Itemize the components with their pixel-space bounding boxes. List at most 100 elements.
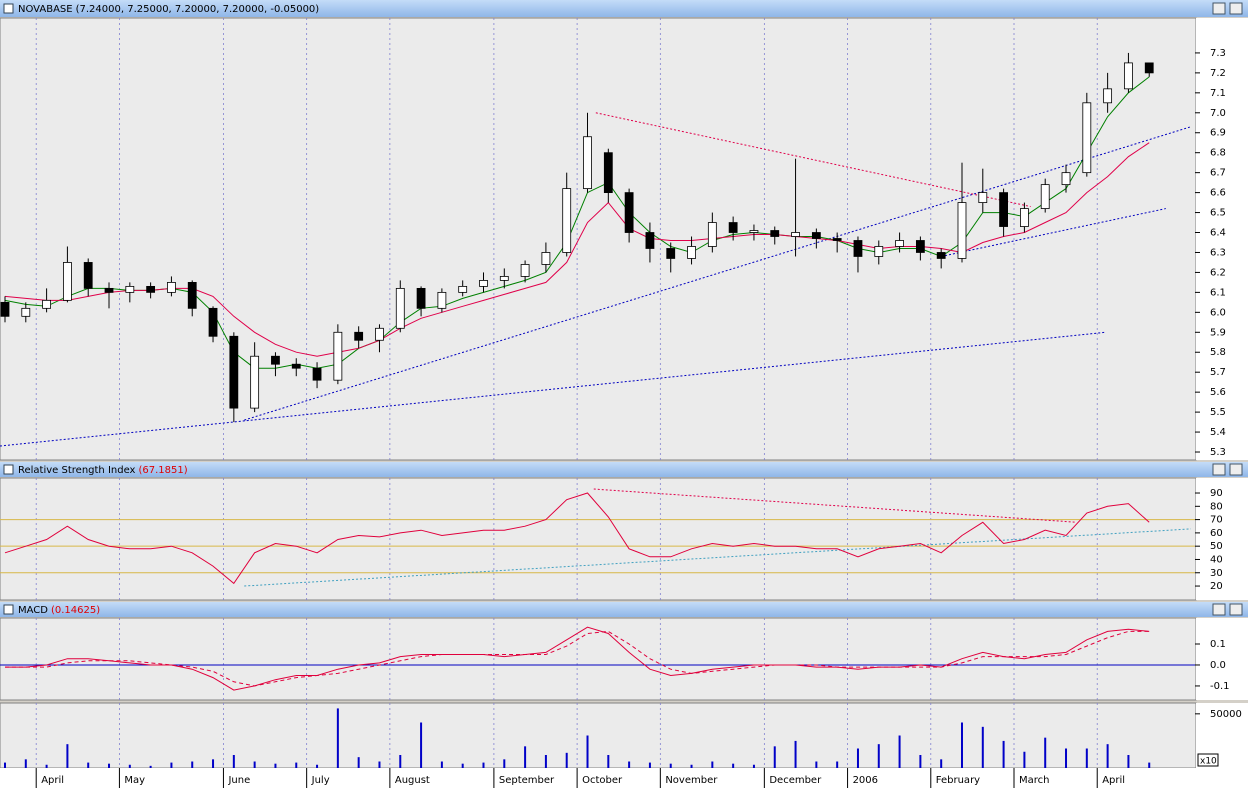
volume-bar — [856, 748, 859, 768]
volume-bar — [524, 746, 527, 768]
candle-body — [63, 262, 72, 301]
trend-line — [0, 331, 1106, 447]
volume-bar — [295, 762, 298, 768]
macd-panel — [0, 617, 1197, 701]
candle-body — [291, 363, 301, 369]
candle-body — [250, 355, 260, 409]
macd-title-value: (0.14625) — [51, 605, 100, 616]
y-tick-label: 0.0 — [1210, 660, 1226, 671]
y-tick-label: 60 — [1210, 528, 1223, 539]
candle-body — [707, 222, 717, 247]
rsi-title-value: (67.1851) — [138, 465, 187, 476]
close-button[interactable] — [1229, 463, 1243, 476]
y-tick-label: -0.1 — [1210, 681, 1230, 692]
rsi-title: Relative Strength Index — [18, 465, 136, 476]
volume-bar — [45, 764, 48, 768]
candle-body — [666, 248, 676, 259]
candle-body — [479, 280, 488, 287]
candle-body — [978, 192, 988, 203]
volume-bar — [128, 764, 131, 768]
price-panel — [0, 17, 1197, 461]
volume-bar — [565, 752, 568, 768]
x-tick-label: April — [1102, 775, 1125, 786]
volume-bar — [690, 764, 693, 768]
candle-body — [811, 232, 821, 239]
macd-line — [5, 630, 1150, 687]
y-tick-label: 6.7 — [1210, 168, 1226, 179]
candle-body — [21, 307, 31, 317]
candle-body — [271, 355, 280, 365]
volume-bar — [87, 762, 90, 768]
x-tick-label: November — [665, 775, 718, 786]
y-tick-label: 6.0 — [1210, 307, 1226, 318]
volume-bar — [191, 761, 194, 768]
y-tick-label: 0.1 — [1210, 639, 1226, 650]
volume-bar — [1023, 751, 1026, 768]
x-tick-label: 2006 — [853, 775, 878, 786]
y-tick-label: 7.0 — [1210, 108, 1226, 119]
rsi-axis-bg — [1196, 478, 1248, 600]
x-tick-label: February — [936, 775, 980, 786]
price-title: NOVABASE — [18, 4, 73, 15]
x-tick-label: October — [582, 775, 623, 786]
candle-body — [895, 240, 904, 247]
volume-bar — [898, 735, 901, 768]
y-tick-label: 5.9 — [1210, 327, 1226, 338]
volume-bar — [607, 755, 610, 768]
volume-bar — [253, 761, 256, 768]
title-bar: Relative Strength Index (67.1851) — [0, 462, 1248, 477]
volume-bar — [815, 761, 818, 768]
candle-body — [603, 152, 613, 194]
title-bar-bg — [0, 602, 1248, 617]
y-tick-label: 7.1 — [1210, 88, 1226, 99]
volume-bar — [66, 744, 69, 768]
title-bar-bg — [0, 0, 1248, 17]
y-tick-label: 5.8 — [1210, 347, 1226, 358]
volume-bar — [149, 765, 152, 768]
candle-body — [104, 287, 114, 293]
x-tick-label: December — [769, 775, 822, 786]
volume-bar — [440, 761, 443, 768]
candle-body — [770, 230, 780, 237]
volume-bar — [108, 763, 111, 768]
y-tick-label: 5.5 — [1210, 407, 1226, 418]
volume-bar — [336, 708, 339, 768]
volume-bar — [24, 759, 27, 768]
volume-bar — [1106, 744, 1109, 768]
candle-body — [1020, 208, 1029, 227]
candle-body — [687, 246, 696, 259]
close-button[interactable] — [1229, 603, 1243, 616]
minimize-button[interactable] — [1212, 603, 1226, 616]
y-tick-label: 90 — [1210, 488, 1223, 499]
volume-bar — [232, 755, 235, 768]
minimize-button[interactable] — [1212, 463, 1226, 476]
volume-bar — [732, 763, 735, 768]
trend-line — [593, 488, 1077, 523]
candle-body — [624, 192, 634, 233]
y-tick-label: 6.5 — [1210, 208, 1226, 219]
x-tick-label: March — [1019, 775, 1049, 786]
panel-icon — [3, 464, 14, 475]
rsi-panel — [0, 477, 1197, 601]
candle-body — [187, 282, 197, 309]
candle-body — [520, 264, 530, 277]
candle-body — [416, 287, 426, 309]
y-tick-label: 7.2 — [1210, 68, 1226, 79]
candle-body — [167, 282, 176, 293]
volume-bar — [1044, 737, 1047, 768]
volume-panel — [0, 702, 1197, 769]
maximize-button[interactable] — [1229, 2, 1243, 15]
volume-bar — [586, 735, 589, 768]
candle-body — [728, 222, 738, 233]
y-tick-label: 6.1 — [1210, 287, 1226, 298]
candle-body — [874, 246, 884, 257]
candle-body — [146, 285, 156, 293]
candle-body — [915, 240, 925, 253]
volume-bar — [752, 764, 755, 768]
minimize-button[interactable] — [1212, 2, 1226, 15]
macd-line — [5, 626, 1150, 691]
candle-body — [0, 301, 10, 317]
y-tick-label: 6.9 — [1210, 128, 1226, 139]
title-bar-bg — [0, 462, 1248, 477]
volume-bar — [357, 757, 360, 768]
